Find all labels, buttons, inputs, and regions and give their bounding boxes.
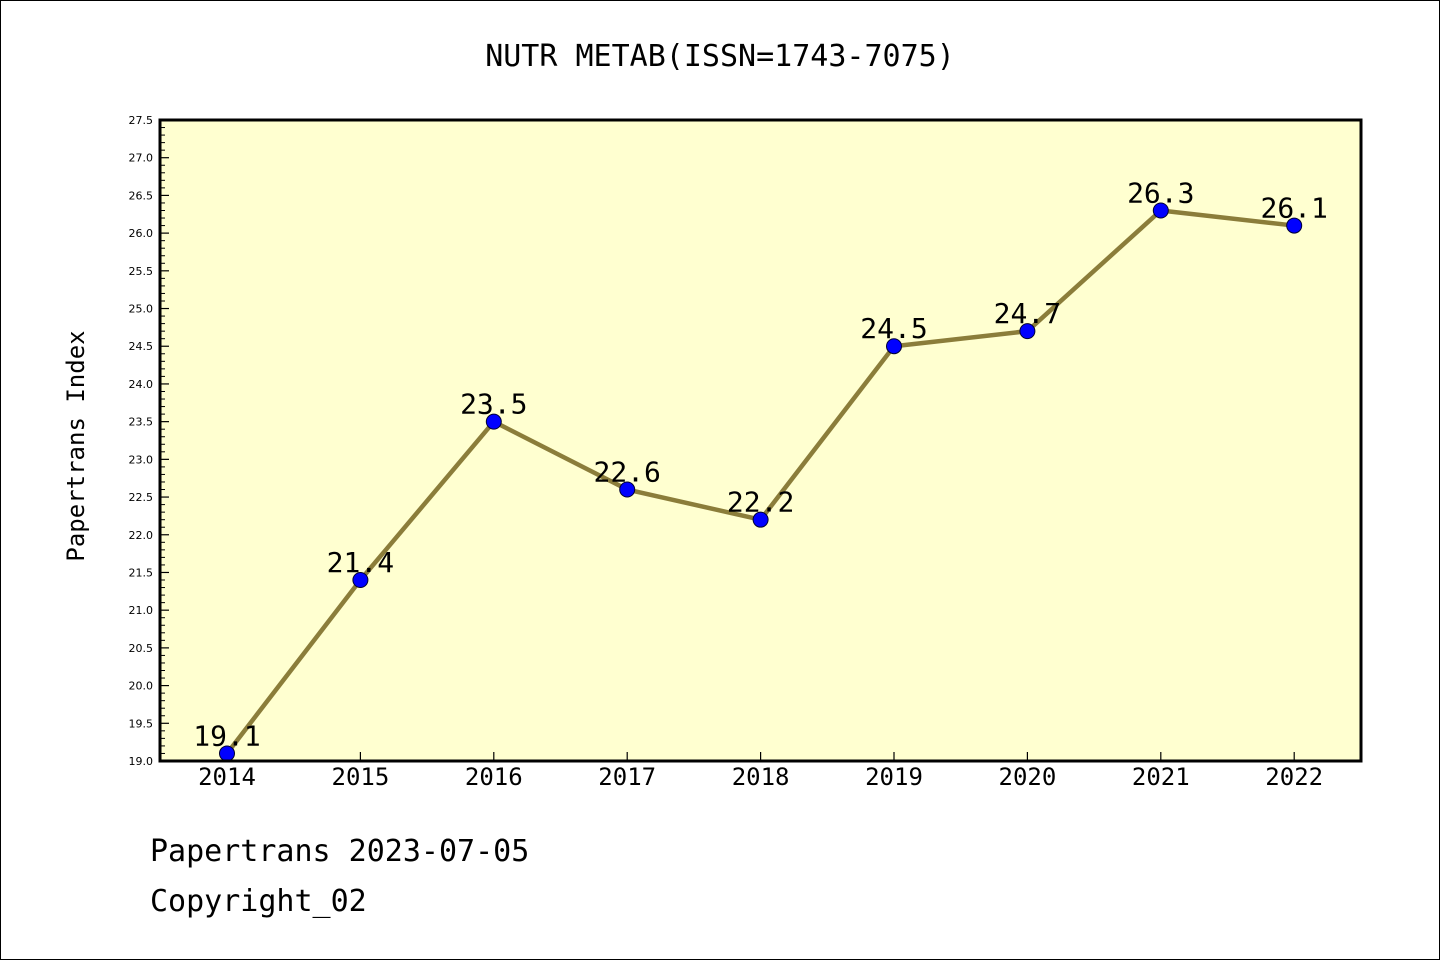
data-label: 19.1 (193, 719, 260, 752)
chart-title: NUTR METAB(ISSN=1743-7075) (485, 39, 955, 74)
y-tick-label: 27.0 (129, 152, 154, 165)
y-tick-label: 19.0 (129, 755, 154, 768)
x-tick-label: 2016 (465, 763, 523, 791)
footer-date: Papertrans 2023-07-05 (150, 834, 530, 869)
data-point (1019, 323, 1036, 340)
x-tick-label: 2015 (332, 763, 390, 791)
data-point (485, 413, 502, 430)
data-label: 22.2 (727, 486, 794, 519)
x-tick-label: 2014 (198, 763, 256, 791)
y-tick-label: 27.5 (129, 114, 154, 127)
y-tick-label: 24.0 (129, 378, 154, 391)
data-point (886, 338, 902, 355)
y-tick-label: 25.0 (129, 303, 154, 316)
data-label: 23.5 (460, 388, 527, 421)
y-tick-label: 20.0 (129, 680, 154, 693)
footer-copyright: Copyright_02 (150, 884, 367, 919)
y-tick-label: 22.5 (129, 491, 154, 504)
x-tick-label: 2022 (1265, 763, 1323, 791)
data-point (1152, 202, 1169, 219)
x-tick-label: 2020 (999, 763, 1057, 791)
x-axis: 2014 2015 2016 2017 2018 2019 2020 2021 2022 (198, 752, 1323, 791)
data-point (752, 511, 769, 528)
y-tick-label: 23.0 (129, 453, 154, 466)
y-tick-label: 25.5 (129, 265, 154, 278)
y-tick-label: 21.5 (129, 566, 154, 579)
y-axis-label: Papertrans Index (62, 330, 90, 561)
data-point (352, 572, 369, 589)
data-point (1286, 217, 1303, 234)
data-label: 26.3 (1127, 176, 1194, 209)
plot-area (160, 120, 1361, 761)
x-tick-label: 2019 (865, 763, 923, 791)
y-tick-label: 23.5 (129, 416, 154, 429)
y-tick-label: 21.0 (129, 604, 154, 617)
y-tick-label: 20.5 (129, 642, 154, 655)
y-tick-label: 24.5 (129, 340, 154, 353)
data-label-group: 19.1 21.4 23.5 22.6 22.2 24.5 24.7 26.3 26.1 (193, 176, 1328, 752)
data-label: 24.5 (860, 312, 927, 345)
y-axis: 19.0 19.5 20.0 20.5 21.0 21.5 22.0 22.5 23.0 23.5… (129, 114, 169, 768)
x-tick-label: 2017 (598, 763, 656, 791)
data-label: 22.6 (593, 456, 660, 489)
data-label: 21.4 (327, 546, 394, 579)
data-label: 24.7 (994, 297, 1061, 330)
data-label: 26.1 (1260, 192, 1327, 225)
x-tick-label: 2021 (1132, 763, 1190, 791)
y-tick-label: 26.0 (129, 227, 154, 240)
y-tick-label: 22.0 (129, 529, 154, 542)
y-tick-label: 26.5 (129, 189, 154, 202)
x-tick-label: 2018 (732, 763, 790, 791)
plot-border (158, 118, 1363, 763)
y-tick-label: 19.5 (129, 717, 154, 730)
data-point (619, 481, 636, 498)
marker-group (219, 202, 1303, 762)
